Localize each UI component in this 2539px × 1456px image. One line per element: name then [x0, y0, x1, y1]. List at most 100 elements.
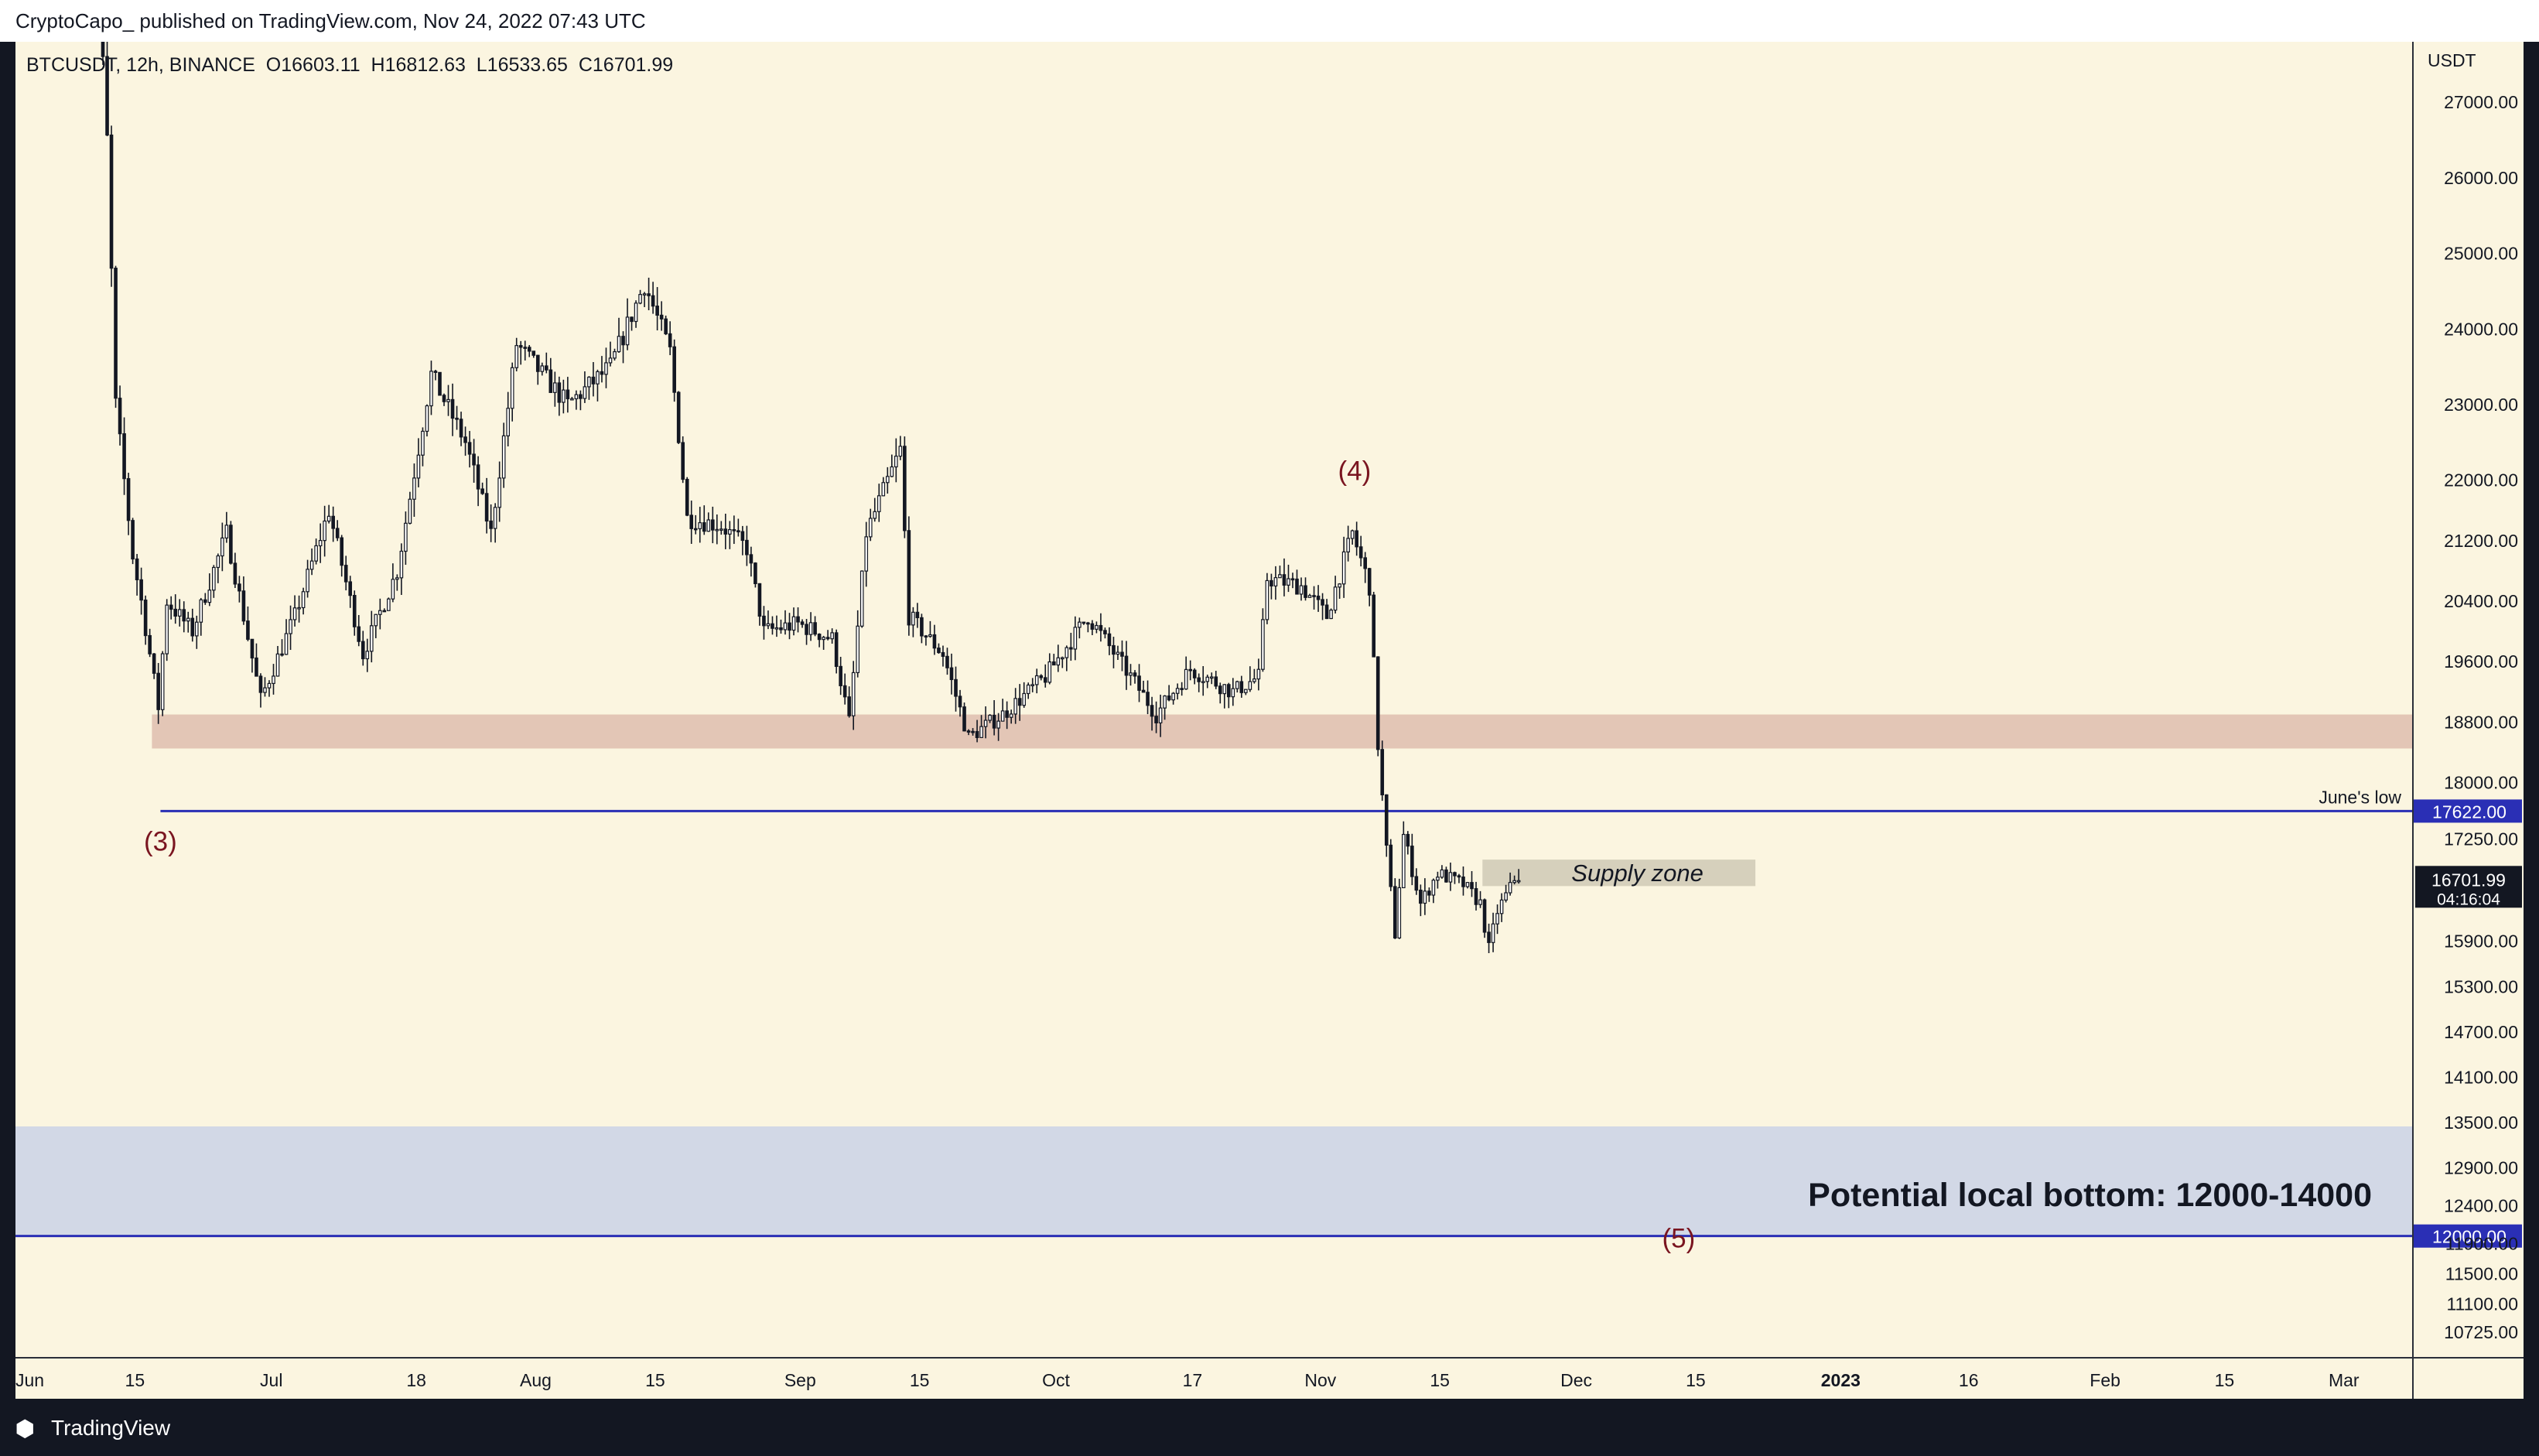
candle-body — [1487, 931, 1491, 943]
candle-body — [915, 611, 920, 619]
candle-body — [1163, 695, 1167, 709]
candle-body — [1137, 675, 1141, 691]
candle-body — [1078, 621, 1082, 628]
candle-body — [723, 528, 728, 535]
candle-body — [681, 442, 685, 480]
candle-body — [1129, 672, 1133, 676]
candle-body — [941, 651, 945, 657]
candle-body — [1273, 577, 1278, 587]
candle-body — [446, 398, 450, 402]
candle-body — [1180, 688, 1184, 690]
price-tick-label: 19600.00 — [2444, 651, 2518, 672]
candle-body — [757, 583, 762, 617]
candle-body — [229, 525, 233, 564]
candle-body — [408, 498, 412, 524]
candle-body — [292, 607, 297, 620]
candle-body — [156, 672, 160, 710]
candle-body — [540, 365, 545, 372]
candle-body — [518, 345, 523, 348]
candle-body — [455, 417, 459, 420]
candle-body — [1478, 899, 1482, 905]
candle-body — [1516, 880, 1521, 883]
candle-body — [557, 382, 562, 403]
candle-body — [1116, 651, 1120, 655]
price-tick-label: 10725.00 — [2444, 1322, 2518, 1342]
candle-body — [932, 634, 937, 649]
candle-body — [873, 511, 877, 519]
candle-body — [834, 632, 839, 668]
candle-body — [779, 627, 783, 631]
candle-body — [583, 386, 587, 399]
price-tick-label: 11500.00 — [2445, 1264, 2518, 1284]
candle-body — [416, 454, 421, 479]
candle-body — [1316, 595, 1321, 600]
candle-body — [203, 599, 207, 603]
candle-body — [280, 653, 284, 656]
candle-body — [672, 346, 676, 393]
candle-body — [101, 42, 105, 57]
candle-body — [501, 435, 506, 479]
level-name-0: June's low — [2319, 787, 2401, 807]
candle-body — [839, 665, 842, 686]
price-tick-label: 26000.00 — [2444, 168, 2518, 188]
candle-body — [382, 610, 387, 613]
candle-body — [958, 696, 962, 708]
candle-body — [1218, 685, 1222, 695]
candle-body — [1265, 579, 1270, 620]
candle-body — [1056, 657, 1061, 666]
candle-body — [732, 529, 736, 531]
candle-body — [165, 604, 169, 655]
candle-body — [284, 633, 289, 655]
candle-body — [1312, 595, 1316, 597]
time-tick-label: 15 — [1430, 1370, 1450, 1390]
candle-body — [442, 395, 446, 402]
candle-body — [715, 528, 719, 531]
candle-body — [1436, 877, 1440, 881]
candle-body — [1171, 692, 1175, 701]
candle-body — [805, 624, 808, 635]
candle-body — [369, 625, 374, 652]
candle-body — [966, 730, 971, 733]
candle-body — [894, 456, 898, 468]
time-tick-label: Jun — [15, 1370, 44, 1390]
candle-body — [1192, 669, 1197, 678]
candle-body — [135, 558, 139, 581]
candle-body — [335, 528, 340, 538]
candle-body — [391, 579, 395, 600]
candle-body — [374, 614, 378, 627]
candle-body — [433, 371, 438, 373]
candle-body — [1154, 716, 1158, 723]
candle-body — [847, 696, 851, 716]
candle-body — [207, 590, 212, 603]
candle-body — [903, 446, 907, 531]
candle-body — [566, 389, 570, 400]
candle-body — [476, 464, 480, 490]
candle-body — [630, 316, 634, 323]
price-tick-label: 13500.00 — [2444, 1113, 2518, 1133]
candle-body — [736, 530, 740, 533]
candle-body — [1099, 624, 1103, 631]
candle-body — [1380, 749, 1385, 795]
candle-body — [1457, 875, 1461, 878]
candle-body — [1107, 633, 1112, 647]
candle-body — [258, 675, 263, 693]
price-axis[interactable] — [2412, 42, 2525, 1357]
candle-body — [429, 371, 433, 407]
candle-body — [1226, 684, 1231, 698]
candle-body — [1470, 882, 1474, 890]
time-tick-label: 2023 — [1821, 1370, 1861, 1390]
candle-body — [1474, 888, 1478, 905]
candle-body — [1201, 681, 1205, 683]
candle-body — [1064, 647, 1069, 658]
candle-body — [1090, 623, 1095, 630]
candle-body — [1341, 551, 1346, 585]
candle-body — [625, 316, 630, 346]
candle-body — [1244, 689, 1248, 693]
candle-body — [1304, 585, 1307, 598]
candle-body — [450, 398, 455, 419]
candle-body — [885, 476, 890, 484]
candle-body — [668, 333, 672, 347]
candle-body — [745, 539, 749, 555]
candle-body — [574, 394, 579, 400]
time-axis[interactable] — [15, 1357, 2412, 1400]
